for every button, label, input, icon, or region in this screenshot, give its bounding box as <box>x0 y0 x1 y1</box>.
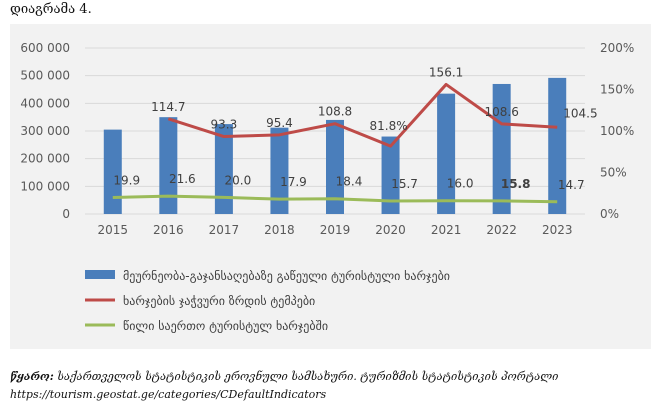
growth-rate-data-label: 95.4 <box>266 116 293 130</box>
bar <box>270 127 289 214</box>
growth-rate-data-label: 108.6 <box>484 105 518 119</box>
left-axis-tick-label: 0 <box>62 207 70 221</box>
x-axis-tick-label: 2023 <box>542 223 573 237</box>
source-prefix: წყარო: <box>10 370 54 383</box>
share-data-label: 20.0 <box>225 173 252 187</box>
share-data-label: 17.9 <box>280 175 307 189</box>
x-axis-tick-label: 2017 <box>209 223 240 237</box>
right-axis-tick-label: 100% <box>600 124 634 138</box>
bar <box>214 124 233 214</box>
source-text: საქართველოს სტატისტიკის ეროვნული სამსახუ… <box>57 370 559 383</box>
bar <box>326 119 344 214</box>
share-data-label: 21.6 <box>169 172 196 186</box>
growth-rate-data-label: 93.3 <box>211 118 238 132</box>
x-axis-tick-label: 2016 <box>153 223 184 237</box>
x-axis-tick-label: 2015 <box>98 223 129 237</box>
growth-rate-data-label: 114.7 <box>151 100 185 114</box>
x-axis-tick-label: 2018 <box>264 223 295 237</box>
share-data-label: 18.4 <box>336 175 363 189</box>
source-note: წყარო: საქართველოს სტატისტიკის ეროვნული … <box>10 368 655 404</box>
bar <box>492 83 511 214</box>
x-axis-tick-label: 2021 <box>431 223 462 237</box>
legend-label: წილი საერთო ტურისტულ ხარჯებში <box>123 319 328 333</box>
right-axis-tick-label: 0% <box>600 207 619 221</box>
bar <box>437 93 456 214</box>
growth-rate-line <box>167 82 558 148</box>
bar <box>159 117 178 214</box>
chart: 0 100 000 200 000 300 000 400 000 500 000 600 … <box>20 41 634 333</box>
share-data-label: 16.0 <box>447 177 474 191</box>
right-axis-tick-label: 150% <box>600 83 634 97</box>
bar <box>103 129 122 214</box>
left-axis-tick-label: 600 000 <box>20 41 70 55</box>
chart-frame: 0 100 000 200 000 300 000 400 000 500 000 600 … <box>10 24 651 349</box>
share-data-label: 14.7 <box>558 178 585 192</box>
legend-swatch-bar <box>85 270 115 279</box>
share-data-label: 19.9 <box>113 173 140 187</box>
bar <box>548 77 567 214</box>
legend-label: ხარჯების ჯაჭვური ზრდის ტემპები <box>123 294 315 308</box>
right-axis-tick-label: 200% <box>600 41 634 55</box>
growth-rate-data-label: 108.8 <box>318 105 352 119</box>
source-url: https://tourism.geostat.ge/categories/CD… <box>10 388 327 401</box>
left-axis-tick-label: 400 000 <box>20 96 70 110</box>
legend-label: მეურნეობა-გაჯანსაღებაზე გაწეული ტურისტულ… <box>123 269 450 283</box>
share-data-label: 15.7 <box>391 177 418 191</box>
figure-label: დიაგრამა 4. <box>10 2 92 17</box>
left-axis-tick-label: 300 000 <box>20 124 70 138</box>
right-axis-tick-label: 50% <box>600 166 627 180</box>
growth-rate-data-label: 81.8% <box>369 119 407 133</box>
share-data-label: 15.8 <box>501 177 531 191</box>
share-line <box>112 194 558 204</box>
x-axis-tick-label: 2022 <box>486 223 517 237</box>
growth-rate-data-label: 104.5 <box>563 106 597 120</box>
growth-rate-data-label: 156.1 <box>429 65 463 79</box>
bar <box>381 136 400 214</box>
left-axis-tick-label: 200 000 <box>20 152 70 166</box>
x-axis-tick-label: 2020 <box>375 223 406 237</box>
left-axis-tick-label: 100 000 <box>20 179 70 193</box>
x-axis-tick-label: 2019 <box>320 223 351 237</box>
left-axis-tick-label: 500 000 <box>20 69 70 83</box>
